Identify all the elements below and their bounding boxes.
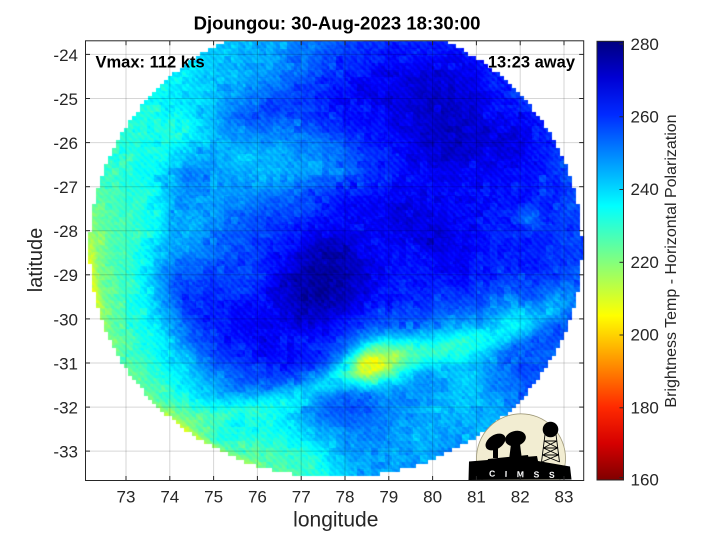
svg-text:73: 73 [117, 488, 136, 507]
svg-text:Brightness Temp - Horizontal P: Brightness Temp - Horizontal Polarizatio… [663, 114, 680, 407]
svg-text:-24: -24 [53, 46, 78, 65]
svg-text:240: 240 [631, 180, 659, 199]
svg-text:77: 77 [292, 488, 311, 507]
svg-text:Vmax: 112 kts: Vmax: 112 kts [96, 54, 205, 72]
svg-text:-32: -32 [53, 399, 78, 418]
svg-text:-26: -26 [53, 134, 78, 153]
svg-text:-31: -31 [53, 354, 78, 373]
svg-text:81: 81 [467, 488, 486, 507]
svg-text:-33: -33 [53, 443, 78, 462]
svg-text:-27: -27 [53, 178, 78, 197]
svg-text:Djoungou: 30-Aug-2023 18:30:00: Djoungou: 30-Aug-2023 18:30:00 [194, 13, 481, 34]
svg-text:78: 78 [336, 488, 355, 507]
svg-text:180: 180 [631, 398, 659, 417]
svg-text:82: 82 [511, 488, 530, 507]
svg-text:-28: -28 [53, 222, 78, 241]
svg-text:200: 200 [631, 326, 659, 345]
svg-text:C I M S S: C I M S S [489, 469, 558, 480]
svg-text:13:23 away: 13:23 away [488, 54, 576, 72]
svg-text:83: 83 [555, 488, 574, 507]
svg-text:160: 160 [631, 471, 659, 490]
svg-text:76: 76 [248, 488, 267, 507]
svg-text:220: 220 [631, 253, 659, 272]
svg-text:75: 75 [204, 488, 223, 507]
svg-text:280: 280 [631, 35, 659, 54]
svg-text:-29: -29 [53, 266, 78, 285]
svg-text:-30: -30 [53, 310, 78, 329]
svg-text:longitude: longitude [293, 509, 378, 532]
svg-text:latitude: latitude [25, 228, 47, 293]
svg-text:80: 80 [423, 488, 442, 507]
svg-text:79: 79 [379, 488, 398, 507]
svg-text:260: 260 [631, 107, 659, 126]
svg-text:-25: -25 [53, 90, 78, 109]
svg-text:74: 74 [160, 488, 179, 507]
